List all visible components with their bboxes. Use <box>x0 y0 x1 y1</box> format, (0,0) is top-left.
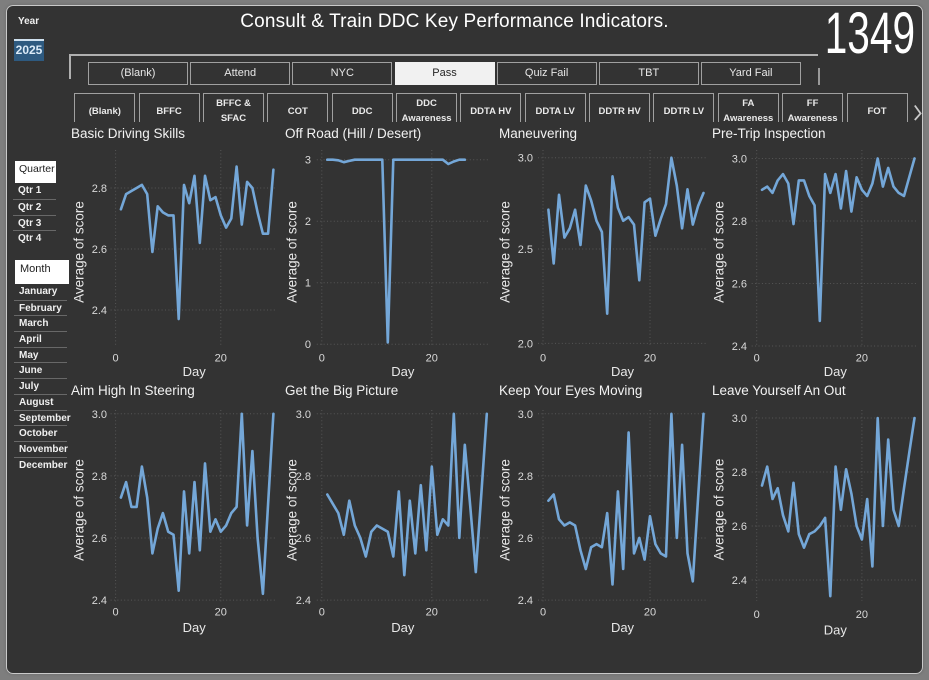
svg-text:2.8: 2.8 <box>518 471 533 483</box>
svg-text:0: 0 <box>540 353 546 365</box>
svg-text:0: 0 <box>319 607 325 619</box>
svg-text:Average of score: Average of score <box>285 459 300 561</box>
svg-text:Average of score: Average of score <box>712 459 727 561</box>
svg-text:0: 0 <box>319 353 325 365</box>
svg-text:3.0: 3.0 <box>518 153 533 165</box>
svg-text:Average of score: Average of score <box>712 201 727 303</box>
svg-text:20: 20 <box>856 609 868 621</box>
svg-text:Day: Day <box>824 623 848 638</box>
svg-text:20: 20 <box>215 353 227 365</box>
svg-text:Day: Day <box>391 620 415 635</box>
svg-text:Average of score: Average of score <box>498 201 513 303</box>
svg-text:2.8: 2.8 <box>732 467 747 479</box>
svg-text:0: 0 <box>754 353 760 365</box>
svg-text:2.8: 2.8 <box>296 471 311 483</box>
svg-text:3.0: 3.0 <box>732 154 747 166</box>
svg-text:Day: Day <box>611 364 635 379</box>
svg-text:Off Road (Hill / Desert): Off Road (Hill / Desert) <box>285 126 421 141</box>
svg-text:2.4: 2.4 <box>92 305 107 317</box>
svg-text:Keep Your Eyes Moving: Keep Your Eyes Moving <box>499 383 642 398</box>
svg-text:2.6: 2.6 <box>518 533 533 545</box>
svg-text:2.4: 2.4 <box>518 595 533 607</box>
svg-text:Aim High In Steering: Aim High In Steering <box>71 383 195 398</box>
svg-text:0: 0 <box>113 353 119 365</box>
svg-text:0: 0 <box>305 339 311 351</box>
svg-text:1: 1 <box>305 278 311 290</box>
svg-text:Day: Day <box>183 620 207 635</box>
svg-text:Day: Day <box>611 620 635 635</box>
svg-text:2.4: 2.4 <box>732 575 747 587</box>
svg-text:Pre-Trip Inspection: Pre-Trip Inspection <box>712 126 826 141</box>
svg-text:2.6: 2.6 <box>296 533 311 545</box>
svg-text:3.0: 3.0 <box>518 409 533 421</box>
svg-text:Maneuvering: Maneuvering <box>499 126 577 141</box>
svg-text:2.5: 2.5 <box>518 244 533 256</box>
svg-text:3.0: 3.0 <box>296 409 311 421</box>
svg-text:20: 20 <box>856 353 868 365</box>
svg-text:Average of score: Average of score <box>72 201 87 303</box>
svg-text:20: 20 <box>215 607 227 619</box>
svg-text:2.6: 2.6 <box>732 521 747 533</box>
svg-text:2.6: 2.6 <box>92 244 107 256</box>
svg-text:3.0: 3.0 <box>732 413 747 425</box>
svg-text:Day: Day <box>824 364 848 379</box>
svg-text:3.0: 3.0 <box>92 409 107 421</box>
svg-text:0: 0 <box>540 607 546 619</box>
svg-text:Average of score: Average of score <box>285 201 300 303</box>
svg-text:2.4: 2.4 <box>92 595 107 607</box>
svg-text:Get the Big Picture: Get the Big Picture <box>285 383 398 398</box>
svg-text:Leave Yourself An Out: Leave Yourself An Out <box>712 383 846 398</box>
svg-text:2.6: 2.6 <box>92 533 107 545</box>
svg-text:Basic Driving Skills: Basic Driving Skills <box>71 126 185 141</box>
svg-text:2.6: 2.6 <box>732 279 747 291</box>
svg-text:Average of score: Average of score <box>498 459 513 561</box>
svg-text:0: 0 <box>754 609 760 621</box>
svg-text:0: 0 <box>113 607 119 619</box>
svg-text:20: 20 <box>644 353 656 365</box>
svg-text:Day: Day <box>391 364 415 379</box>
svg-text:20: 20 <box>426 607 438 619</box>
svg-text:2.8: 2.8 <box>732 216 747 228</box>
svg-text:2.4: 2.4 <box>296 595 311 607</box>
svg-text:20: 20 <box>426 353 438 365</box>
svg-text:2.8: 2.8 <box>92 471 107 483</box>
svg-text:2: 2 <box>305 216 311 228</box>
svg-text:2.8: 2.8 <box>92 183 107 195</box>
svg-text:2.0: 2.0 <box>518 338 533 350</box>
svg-text:3: 3 <box>305 155 311 167</box>
svg-text:Day: Day <box>183 364 207 379</box>
svg-text:2.4: 2.4 <box>732 341 747 353</box>
svg-text:20: 20 <box>644 607 656 619</box>
svg-text:Average of score: Average of score <box>72 459 87 561</box>
